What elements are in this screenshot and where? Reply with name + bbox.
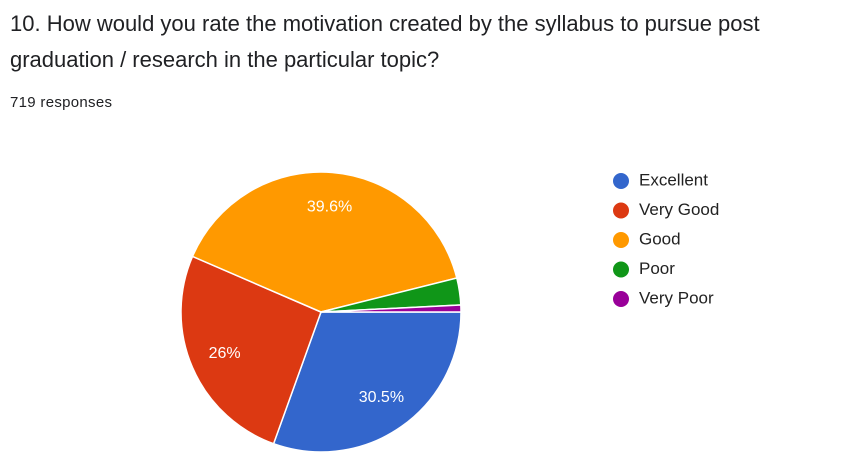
pie-slice [320,304,462,313]
pie-slice [191,171,458,313]
legend-marker [613,173,629,189]
slice-label: 39.6% [307,199,352,216]
pie-slice [180,255,322,445]
legend-label: Poor [639,259,675,278]
slice-label: 26% [209,345,241,362]
slice-label: 30.5% [359,389,404,406]
legend-label: Excellent [639,170,708,189]
legend-marker [613,291,629,307]
chart-title: 10. How would you rate the motivation cr… [10,11,760,72]
legend-marker [613,202,629,219]
legend-label: Good [639,229,681,248]
legend-marker [613,261,629,278]
response-count: 719 responses [10,94,113,111]
legend-label: Very Good [639,200,719,219]
legend-label: Very Poor [639,288,714,307]
legend-marker [613,232,629,248]
pie-slice [272,311,462,453]
